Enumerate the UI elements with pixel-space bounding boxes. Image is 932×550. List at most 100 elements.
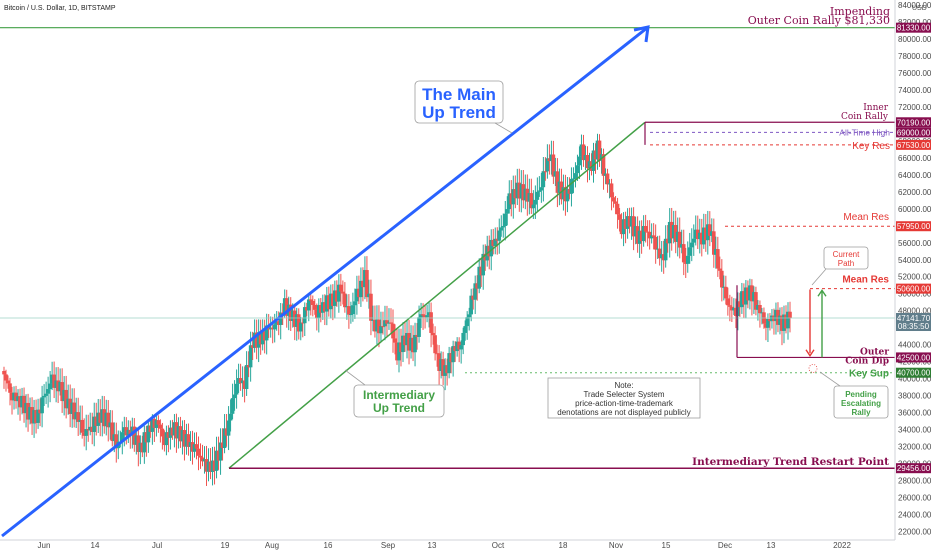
candle-body bbox=[46, 389, 50, 394]
price-tick-label: 56000.00 bbox=[898, 239, 932, 248]
candle-body bbox=[216, 450, 221, 461]
candle-body bbox=[182, 430, 187, 447]
candle-body bbox=[292, 310, 297, 327]
candle-body bbox=[653, 236, 658, 250]
candle-body bbox=[393, 338, 397, 343]
price-tick-label: 32000.00 bbox=[898, 443, 932, 452]
candle-body bbox=[655, 248, 660, 250]
candle-body bbox=[483, 253, 488, 261]
candle-body bbox=[643, 226, 648, 232]
candle-body bbox=[776, 309, 780, 325]
candle-body bbox=[399, 342, 403, 353]
candle-body bbox=[70, 402, 74, 414]
candle-body bbox=[639, 230, 644, 242]
time-tick-label: Jun bbox=[38, 541, 51, 550]
time-tick-label: 13 bbox=[428, 541, 437, 550]
candle-body bbox=[673, 224, 678, 242]
candle-body bbox=[441, 359, 445, 376]
candle-body bbox=[573, 173, 578, 179]
candle-body bbox=[429, 312, 433, 333]
candle-body bbox=[122, 427, 127, 433]
outer-dip-tag-bg bbox=[896, 352, 931, 363]
candle-body bbox=[319, 305, 323, 313]
candle-body bbox=[563, 187, 568, 202]
candle-body bbox=[453, 346, 457, 352]
candle-body bbox=[619, 219, 624, 235]
candle-body bbox=[547, 158, 552, 162]
candle-body bbox=[415, 334, 419, 337]
candle-body bbox=[126, 429, 131, 436]
candle-body bbox=[712, 231, 716, 255]
price-tick-label: 64000.00 bbox=[898, 171, 932, 180]
candle-body bbox=[357, 288, 361, 298]
candle-body bbox=[748, 285, 752, 301]
candle-body bbox=[463, 326, 467, 333]
candle-body bbox=[479, 266, 484, 276]
candle-body bbox=[369, 293, 373, 321]
candle-body bbox=[152, 419, 157, 428]
inner-rally-tag-text: 70190.00 bbox=[897, 118, 931, 127]
price-tick-label: 72000.00 bbox=[898, 103, 932, 112]
candle-body bbox=[553, 171, 558, 177]
candle-body bbox=[379, 326, 383, 334]
candle-body bbox=[355, 288, 359, 302]
candle-body bbox=[459, 345, 463, 350]
price-axis-bg bbox=[895, 0, 932, 550]
time-tick-label: 13 bbox=[767, 541, 776, 550]
candle-body bbox=[703, 227, 708, 241]
key-sup-label: Key Sup bbox=[849, 369, 889, 380]
time-tick-label: 14 bbox=[91, 541, 100, 550]
candle-body bbox=[615, 203, 620, 215]
candle-body bbox=[659, 254, 664, 259]
candle-body bbox=[689, 242, 694, 248]
candle-body bbox=[333, 290, 337, 306]
price-tick-label: 48000.00 bbox=[898, 307, 932, 316]
candle-body bbox=[601, 154, 606, 176]
candle-body bbox=[80, 419, 84, 433]
price-tick-label: 50000.00 bbox=[898, 290, 932, 299]
candle-body bbox=[517, 182, 522, 199]
outer-rally-tag-bg bbox=[896, 22, 931, 33]
candle-body bbox=[154, 420, 159, 428]
candle-body bbox=[754, 292, 758, 310]
candle-body bbox=[190, 442, 195, 452]
inner-rally-label-1: Inner bbox=[863, 103, 888, 113]
candle-body bbox=[533, 199, 538, 205]
candle-body bbox=[304, 307, 309, 311]
candle-body bbox=[423, 315, 427, 318]
candle-body bbox=[579, 144, 584, 157]
candle-body bbox=[347, 306, 351, 315]
candle-body bbox=[254, 332, 259, 348]
candle-body bbox=[766, 319, 770, 328]
outer-dip-tag-text: 42500.00 bbox=[897, 353, 931, 362]
candle-body bbox=[569, 178, 574, 194]
candle-body bbox=[575, 165, 580, 174]
outer-rally-label-2: Outer Coin Rally $81,330 bbox=[748, 14, 890, 27]
candle-body bbox=[158, 424, 163, 429]
time-axis[interactable]: Jun 14 Jul 19 Aug 16 Sep 13 Oct 18 Nov 15 Dec 13 2022 bbox=[0, 539, 895, 550]
candle-body bbox=[657, 248, 662, 259]
candle-body bbox=[176, 426, 181, 439]
candle-body bbox=[635, 226, 640, 244]
candle-body bbox=[519, 184, 524, 199]
candle-body bbox=[625, 216, 630, 229]
candle-body bbox=[296, 314, 301, 332]
candle-body bbox=[637, 230, 642, 244]
candle-body bbox=[469, 295, 473, 315]
candle-body bbox=[230, 398, 235, 414]
candle-body bbox=[66, 398, 70, 409]
candle-body bbox=[732, 307, 736, 311]
price-tick-label: 60000.00 bbox=[898, 205, 932, 214]
price-tick-label: 22000.00 bbox=[898, 528, 932, 537]
pending-rally-label: Rally bbox=[851, 408, 871, 417]
time-tick-label: Sep bbox=[381, 541, 396, 550]
inner-rally-tag-bg bbox=[896, 117, 931, 128]
candle-body bbox=[294, 314, 299, 327]
candle-body bbox=[146, 425, 151, 443]
candle-body bbox=[343, 293, 347, 308]
price-tick-label: 24000.00 bbox=[898, 511, 932, 520]
countdown-tag-text: 08:35:50 bbox=[898, 322, 930, 331]
